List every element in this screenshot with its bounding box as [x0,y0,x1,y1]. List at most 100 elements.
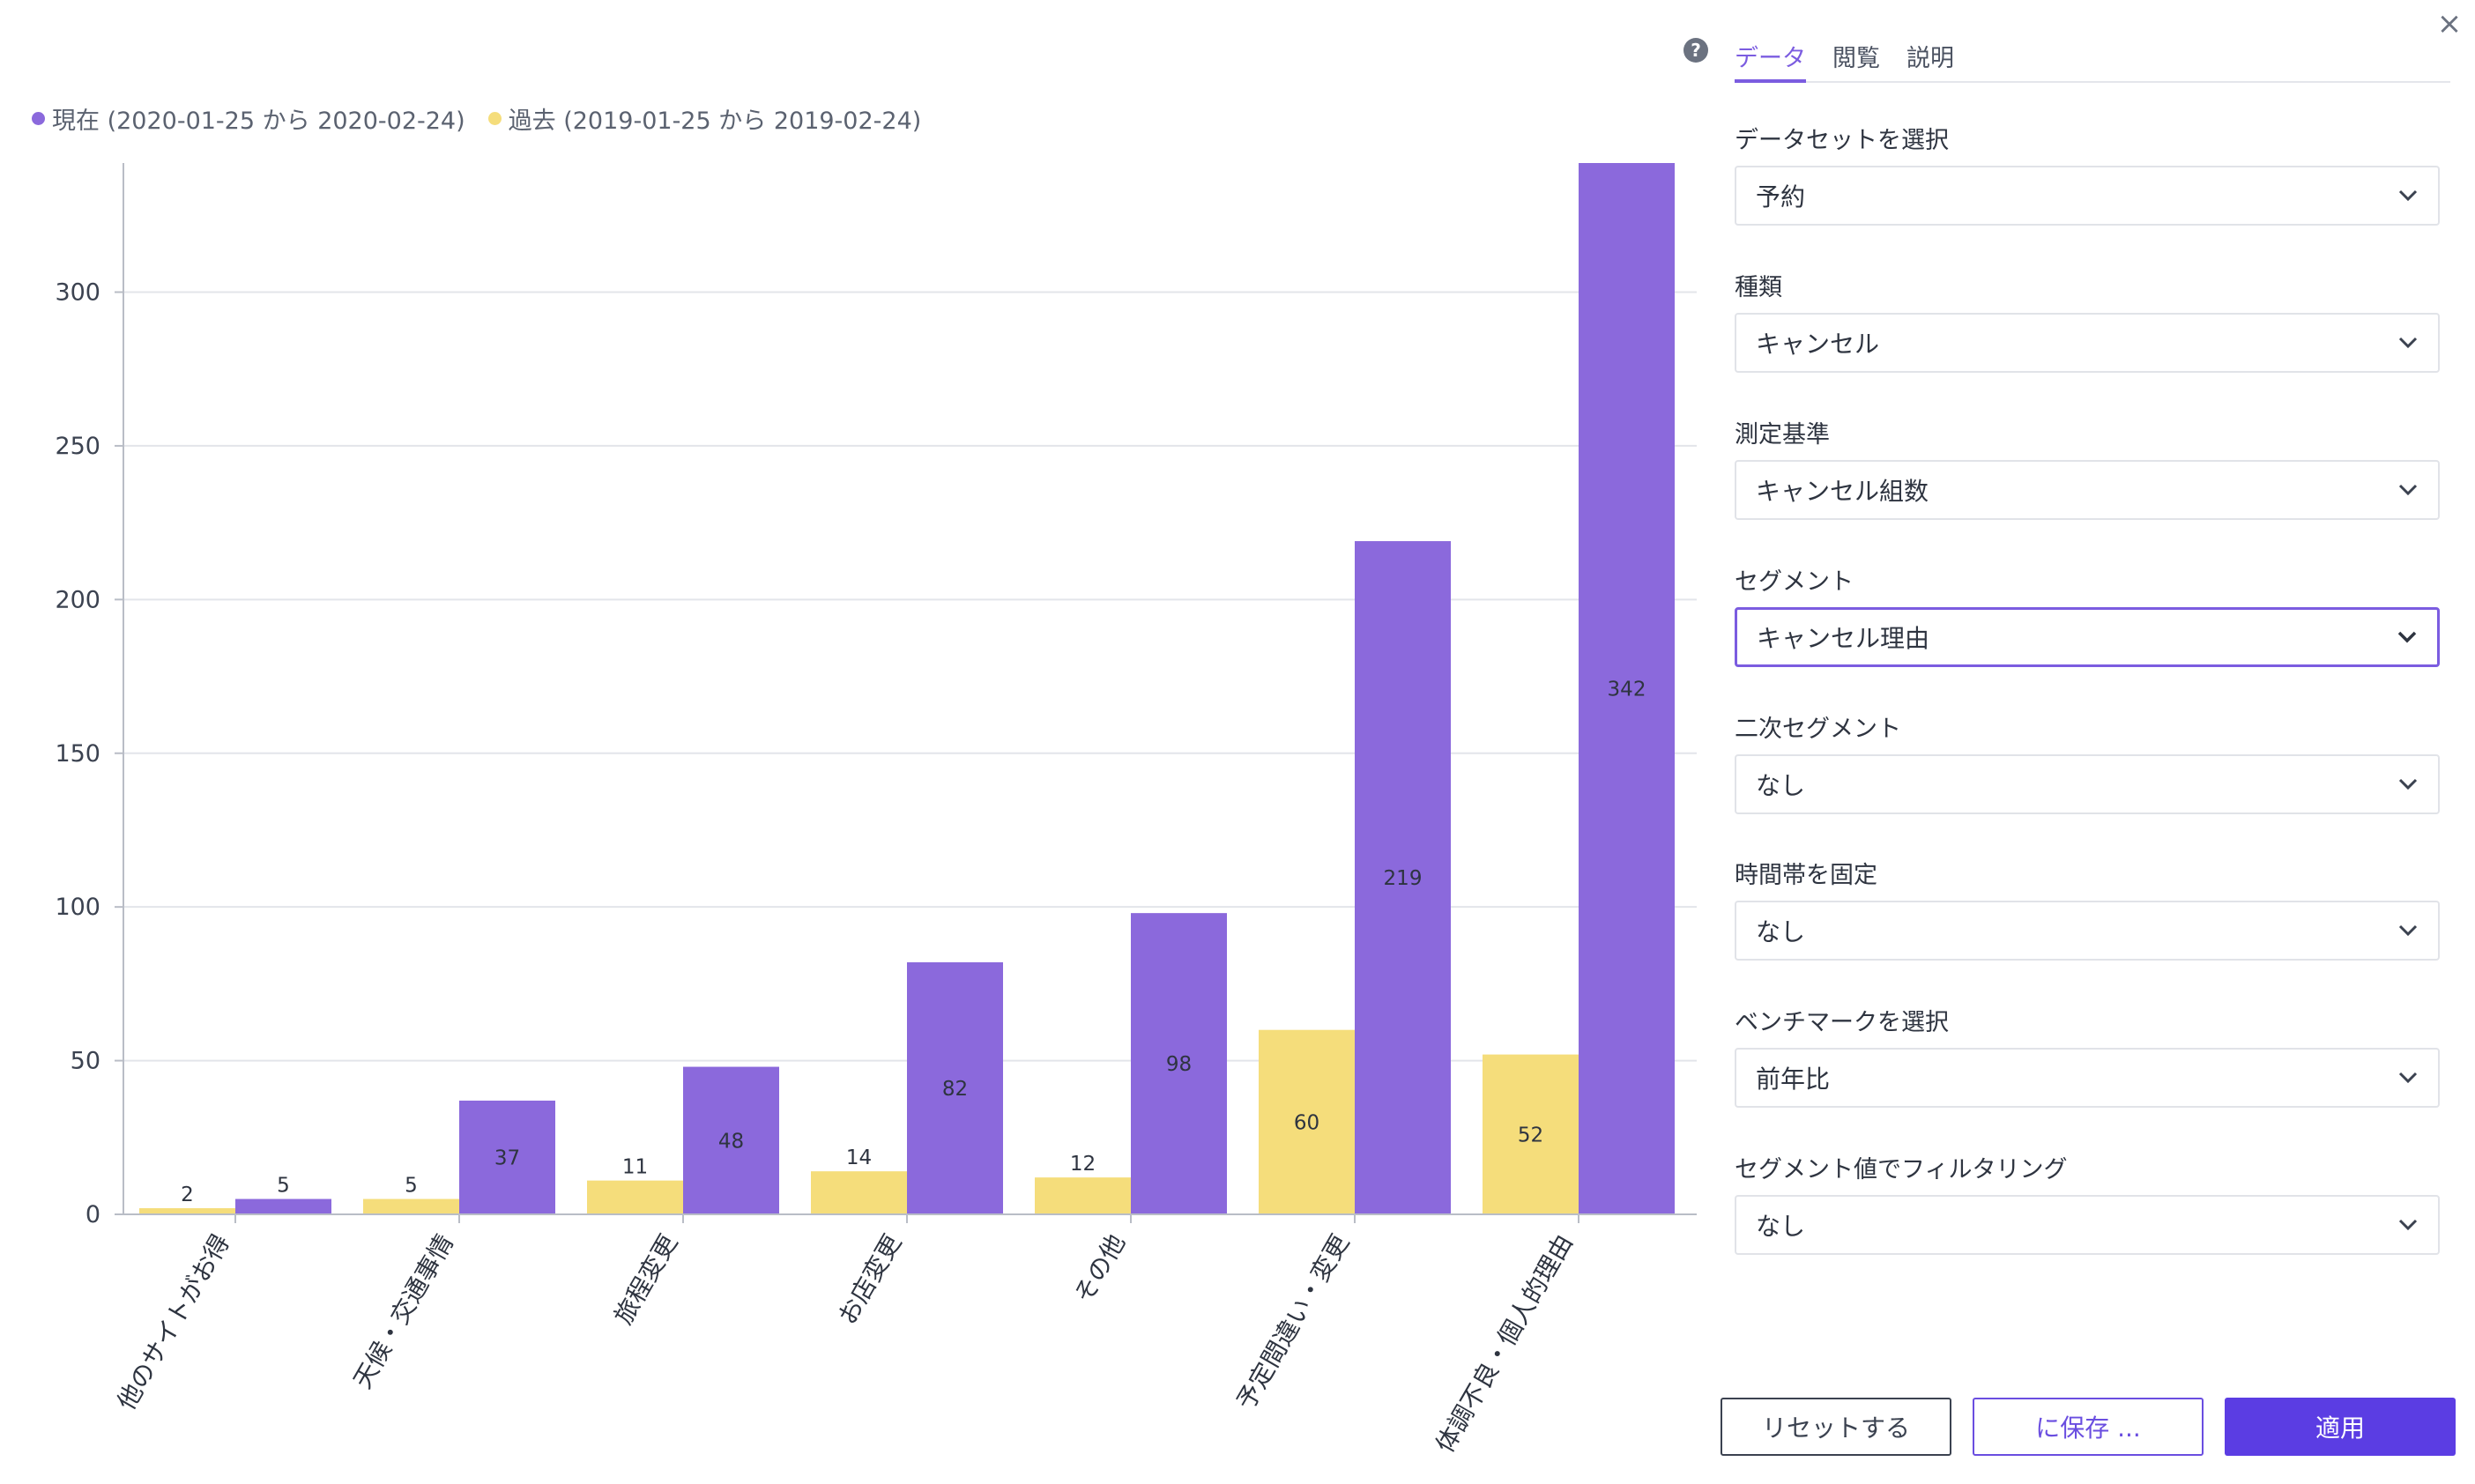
data-label: 37 [494,1146,520,1169]
segment-filter-label: セグメント値でフィルタリング [1735,1156,2068,1183]
segment-filter-value: なし [1756,1212,1806,1241]
bar-current [907,961,1003,1214]
segment-value: キャンセル理由 [1757,624,1930,653]
segment-select[interactable]: キャンセル理由 [1735,607,2440,667]
time-range-field: 時間帯を固定 なし [1735,858,2440,961]
data-label: 60 [1294,1111,1319,1134]
bar-current [235,1198,331,1214]
benchmark-value: 前年比 [1756,1065,1831,1094]
y-tick-label: 0 [85,1201,100,1228]
data-label: 52 [1518,1124,1543,1146]
time-range-value: なし [1756,917,1806,946]
x-category-label: 体調不良・個人的理由 [1430,1229,1579,1458]
x-category-label: 天候・交通事情 [347,1229,459,1393]
data-label: 5 [277,1175,290,1198]
x-category-label: 他のサイトがお得 [111,1229,235,1415]
bar-past [139,1208,235,1214]
data-label: 12 [1070,1153,1096,1176]
y-tick-label: 300 [55,279,100,307]
bar-current [1131,913,1227,1214]
legend-label-past: 過去 (2019-01-25 から 2019-02-24) [508,108,922,135]
tab-data[interactable]: データ [1735,35,1806,83]
segment-filter-field: セグメント値でフィルタリング なし [1735,1153,2440,1255]
x-category-label: 予定間違い・変更 [1230,1229,1355,1415]
bar-past [1035,1177,1131,1214]
chevron-down-icon [2398,337,2418,349]
legend-swatch-current [32,112,45,125]
type-value: キャンセル [1756,330,1880,359]
data-label: 98 [1166,1053,1192,1076]
chart-legend: 現在 (2020-01-25 から 2020-02-24) 過去 (2019-0… [32,101,944,136]
reset-button[interactable]: リセットする [1721,1398,1951,1456]
segment-label: セグメント [1735,568,1854,596]
dataset-select[interactable]: 予約 [1735,166,2440,226]
legend-item-current[interactable]: 現在 (2020-01-25 から 2020-02-24) [32,101,465,136]
dataset-value: 予約 [1756,182,1806,211]
dataset-label: データセットを選択 [1735,127,1949,154]
chart-area: 現在 (2020-01-25 から 2020-02-24) 過去 (2019-0… [32,101,1697,1458]
data-label: 48 [718,1130,744,1153]
metric-label: 測定基準 [1735,421,1830,449]
tab-view[interactable]: 閲覧 [1832,45,1880,72]
chevron-down-icon [2398,189,2418,202]
type-label: 種類 [1735,274,1782,301]
bar-current [1355,541,1451,1214]
chevron-down-icon [2398,924,2418,937]
metric-field: 測定基準 キャンセル組数 [1735,418,2440,520]
chevron-down-icon [2398,484,2418,496]
apply-button[interactable]: 適用 [2225,1398,2456,1456]
bar-past [1483,1054,1579,1214]
x-category-label: お店変更 [832,1229,907,1330]
close-icon[interactable]: × [2436,6,2463,41]
bar-past [811,1171,907,1214]
bar-past [587,1180,683,1214]
y-tick-label: 100 [55,894,100,921]
benchmark-select[interactable]: 前年比 [1735,1048,2440,1108]
data-label: 219 [1384,867,1423,890]
y-tick-label: 250 [55,433,100,460]
y-tick-label: 50 [71,1048,100,1075]
data-label: 14 [846,1146,872,1169]
chevron-down-icon [2398,1072,2418,1084]
x-category-label: 旅程変更 [608,1229,683,1330]
legend-label-current: 現在 (2020-01-25 から 2020-02-24) [52,108,465,135]
panel-footer: リセットする に保存 ... 適用 [1721,1398,2461,1456]
benchmark-label: ベンチマークを選択 [1735,1009,1949,1036]
bar-current [459,1100,555,1214]
legend-swatch-past [487,112,502,125]
data-label: 82 [942,1078,968,1101]
bar-past [363,1198,459,1214]
data-label: 2 [181,1183,194,1206]
data-label: 11 [622,1156,648,1179]
secondary-segment-field: 二次セグメント なし [1735,712,2440,814]
chevron-down-icon [2398,1219,2418,1231]
tab-description[interactable]: 説明 [1906,45,1954,72]
y-tick-label: 200 [55,586,100,613]
type-field: 種類 キャンセル [1735,271,2440,373]
benchmark-field: ベンチマークを選択 前年比 [1735,1005,2440,1108]
y-tick-label: 150 [55,740,100,768]
type-select[interactable]: キャンセル [1735,313,2440,373]
dataset-field: データセットを選択 予約 [1735,123,2440,226]
secondary-segment-value: なし [1756,771,1806,800]
data-label: 342 [1608,679,1646,701]
metric-value: キャンセル組数 [1756,477,1929,506]
chevron-down-icon [2397,631,2417,643]
secondary-segment-select[interactable]: なし [1735,754,2440,814]
bar-past [1259,1029,1355,1214]
segment-filter-select[interactable]: なし [1735,1195,2440,1255]
metric-select[interactable]: キャンセル組数 [1735,460,2440,520]
panel-tabs: データ 閲覧 説明 [1735,35,2450,83]
save-to-button[interactable]: に保存 ... [1973,1398,2204,1456]
time-range-select[interactable]: なし [1735,901,2440,961]
time-range-label: 時間帯を固定 [1735,862,1877,889]
segment-field: セグメント キャンセル理由 [1735,565,2440,667]
bar-current [1579,163,1675,1214]
x-category-label: その他 [1068,1229,1131,1308]
bar-current [683,1066,779,1214]
chevron-down-icon [2398,778,2418,790]
legend-item-past[interactable]: 過去 (2019-01-25 から 2019-02-24) [487,101,922,136]
help-icon[interactable]: ? [1683,38,1708,63]
secondary-segment-label: 二次セグメント [1735,716,1901,743]
bar-chart: 0 50 100 150 200 250 300 2 5 他のサイトがお得 5 37 天候・交通事情 11… [55,163,1697,1458]
